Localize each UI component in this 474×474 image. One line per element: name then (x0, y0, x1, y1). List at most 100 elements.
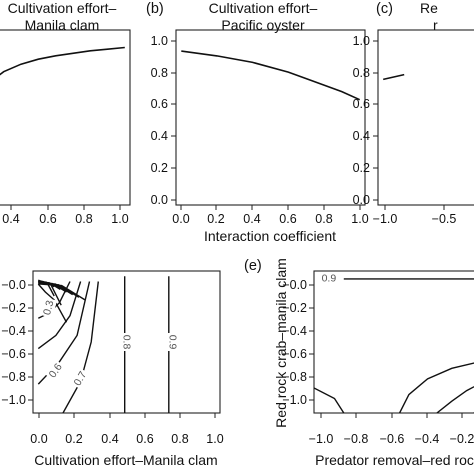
panel-b-title-line-1: Cultivation effort– (209, 0, 318, 16)
panel-d-contour-label: 0.6 (47, 361, 65, 380)
panel-a-frame (0, 29, 131, 206)
panel-e-contour-label-backing (319, 272, 338, 285)
panel-c-title-line-2: r (433, 17, 438, 33)
panel-c-y-tick-label: 0.0 (353, 193, 370, 207)
panel-a-title-line-1: Cultivation effort– (8, 0, 117, 16)
panel-e-y-ticks: −0.0 −0.2 −0.4 −0.6 −0.8 −1.0 (282, 278, 314, 407)
panel-e-x-axis-label: Predator removal–red rock (315, 452, 474, 468)
panel-a-x-tick-label: 0.6 (39, 212, 56, 226)
panel-d-x-ticks: 0.0 0.2 0.4 0.6 0.8 1.0 (30, 413, 224, 446)
panel-b-x-tick-label: 0.4 (243, 212, 260, 226)
panel-b-frame (175, 29, 366, 206)
panel-d: −0.0 −0.2 −0.4 −0.6 −0.8 −1.0 0.0 0.2 0.… (1, 270, 224, 468)
panel-d-y-tick-label: −0.6 (1, 347, 26, 361)
panel-c-x-tick-label: −0.5 (432, 212, 457, 226)
panel-a-x-ticks: 0.4 0.6 0.8 1.0 (2, 205, 129, 226)
panel-c-frame (377, 29, 474, 206)
panel-b-x-tick-label: 0.8 (315, 212, 332, 226)
panel-b-y-tick-label: 0.8 (151, 66, 168, 80)
panel-b-y-tick-label: 0.2 (151, 161, 168, 175)
panel-e-y-axis-label: Red rock crab–manila clam (273, 258, 289, 428)
panel-d-x-tick-label: 0.6 (136, 432, 153, 446)
panel-e-y-tick-label: −0.6 (282, 347, 307, 361)
panel-d-y-tick-label: −0.0 (1, 278, 26, 292)
panel-d-contour-label: 0.3 (41, 299, 56, 316)
panel-d-x-tick-label: 0.4 (101, 432, 118, 446)
panel-c-y-tick-label: 0.4 (353, 129, 370, 143)
panel-a-series-line (0, 46, 125, 76)
panel-d-contour-0-7 (62, 281, 99, 413)
panel-b-x-ticks: 0.0 0.2 0.4 0.6 0.8 1.0 (172, 205, 369, 226)
panel-d-contour-0-5 (37, 281, 82, 350)
panel-c-y-tick-label: 1.0 (353, 34, 370, 48)
panel-b-y-tick-label: 0.4 (151, 129, 168, 143)
panel-e-y-tick-label: −0.8 (282, 370, 307, 384)
panel-d-contour-label: 0.8 (121, 335, 133, 350)
panel-b-x-tick-label: 0.0 (172, 212, 189, 226)
panel-c-y-ticks: 0.0 0.2 0.4 0.6 0.8 1.0 (353, 34, 378, 207)
panel-c-plot-area (383, 73, 405, 81)
panel-e-plot-area: 0.90.80.8 (314, 273, 474, 413)
panel-c-y-tick-label: 0.6 (353, 97, 370, 111)
panel-e-contour-0-8 (398, 362, 474, 413)
panel-d-x-tick-label: 0.0 (30, 432, 47, 446)
panel-b-x-axis-label: Interaction coefficient (204, 228, 336, 244)
panel-e-y-tick-label: −0.0 (282, 278, 307, 292)
panel-a-plot-area (0, 46, 125, 76)
panel-e-x-tick-label: −0.4 (415, 432, 440, 446)
panel-b-x-tick-label: 0.6 (279, 212, 296, 226)
panel-e-y-tick-label: −0.2 (282, 301, 307, 315)
panel-d-x-tick-label: 0.8 (171, 432, 188, 446)
panel-a: Cultivation effort– Manila clam 0.4 0.6 … (0, 0, 131, 226)
panel-b-title-line-2: Pacific oyster (221, 17, 305, 33)
panel-e-x-tick-label: −1.0 (309, 432, 334, 446)
panel-d-frame (32, 270, 221, 414)
panel-d-y-tick-label: −0.4 (1, 324, 26, 338)
panel-e-x-tick-label: −0.6 (380, 432, 405, 446)
panel-e-y-tick-label: −0.4 (282, 324, 307, 338)
panel-e-x-tick-label: −0.8 (344, 432, 369, 446)
panel-e-x-tick-label: −0.2 (450, 432, 474, 446)
panel-e-x-ticks: −1.0 −0.8 −0.6 −0.4 −0.2 (309, 413, 474, 446)
panel-e-contour-0-8 (314, 387, 345, 413)
panel-d-contour-label: 0.9 (167, 335, 179, 350)
panel-d-y-tick-label: −0.2 (1, 301, 26, 315)
panel-d-y-tick-label: −1.0 (1, 393, 26, 407)
panel-c-series-line (383, 73, 405, 81)
panel-a-x-tick-label: 0.4 (2, 212, 19, 226)
panel-c-y-tick-label: 0.2 (353, 161, 370, 175)
panel-d-x-axis-label: Cultivation effort–Manila clam (34, 452, 217, 468)
panel-c: (c) Re r 0.0 0.2 0.4 0.6 0.8 1.0 −1.0 −0… (353, 0, 474, 226)
panel-d-plot-area: 0.30.6 0.70.8 0.9 (37, 276, 179, 413)
panel-a-title-line-2: Manila clam (25, 17, 100, 33)
panel-e-frame (313, 270, 474, 414)
panel-d-contour-label-backing (120, 333, 133, 351)
panel-b-y-tick-label: 0.0 (151, 193, 168, 207)
panel-b-series-line (181, 50, 361, 101)
panel-d-contour-0-3 (37, 283, 68, 323)
panel-a-x-tick-label: 0.8 (75, 212, 92, 226)
panel-d-x-tick-label: 0.2 (65, 432, 82, 446)
panel-b-x-tick-label: 0.2 (207, 212, 224, 226)
panel-d-contour-label-backing (166, 333, 179, 351)
panel-e: (e) Red rock crab–manila clam −0.0 −0.2 … (244, 258, 474, 468)
panel-a-x-tick-label: 1.0 (111, 212, 128, 226)
panel-d-y-ticks: −0.0 −0.2 −0.4 −0.6 −0.8 −1.0 (1, 278, 33, 407)
panel-c-label: (c) (376, 1, 393, 17)
panel-d-y-tick-label: −0.8 (1, 370, 26, 384)
panel-b-label: (b) (146, 1, 164, 17)
panel-c-x-ticks: −1.0 −0.5 (373, 205, 457, 226)
panel-b-x-tick-label: 1.0 (351, 212, 368, 226)
panel-b-y-ticks: 0.0 0.2 0.4 0.6 0.8 1.0 (151, 34, 176, 207)
panel-e-y-tick-label: −1.0 (282, 393, 307, 407)
panel-b-y-tick-label: 1.0 (151, 34, 168, 48)
panel-b-plot-area (181, 50, 361, 101)
panel-b-y-tick-label: 0.6 (151, 97, 168, 111)
panel-d-contour-label-backing (70, 368, 91, 390)
panel-c-x-tick-label: −1.0 (373, 212, 398, 226)
panel-e-contour-label: 0.9 (322, 273, 337, 285)
panel-c-y-tick-label: 0.8 (353, 66, 370, 80)
panel-d-x-tick-label: 1.0 (206, 432, 223, 446)
panel-e-label: (e) (244, 258, 262, 274)
